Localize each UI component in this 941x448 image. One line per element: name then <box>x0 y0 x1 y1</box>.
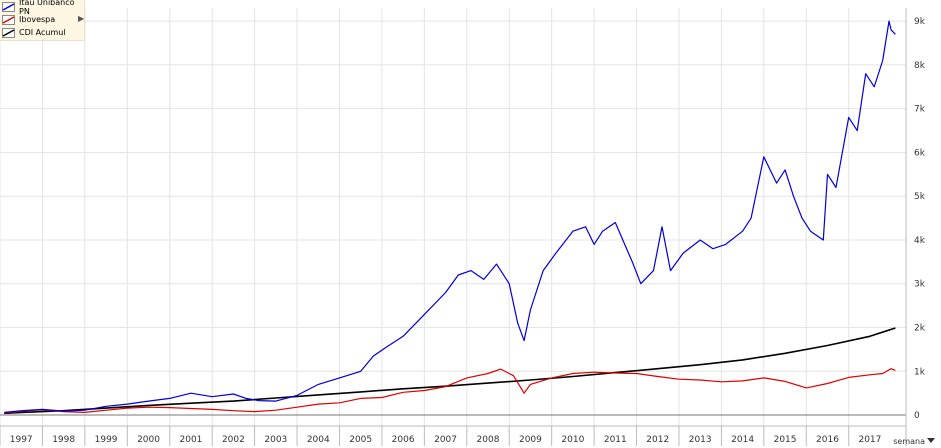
legend-item-cdi[interactable]: CDI Acumul <box>0 26 84 39</box>
series-line-cdi <box>4 327 896 415</box>
x-tick-label: 2012 <box>646 435 669 445</box>
legend-label-cdi: CDI Acumul <box>19 28 66 37</box>
x-tick-label: 2003 <box>264 435 287 445</box>
legend-swatch-itau-icon <box>2 1 15 12</box>
period-selector[interactable]: semana <box>893 437 935 446</box>
chevron-down-icon <box>927 437 935 446</box>
x-tick-label: 2004 <box>307 435 330 445</box>
x-tick-label: 2014 <box>731 435 754 445</box>
y-tick-label: 6k <box>914 148 926 158</box>
y-tick-label: 2k <box>914 324 926 334</box>
y-tick-label: 5k <box>914 192 926 202</box>
x-tick-label: 1999 <box>95 435 118 445</box>
legend-label-ibov: Ibovespa <box>19 15 56 24</box>
y-tick-labels: 0 1k 2k 3k 4k 5k 6k 7k 8k 9k <box>914 17 926 421</box>
x-tick-label: 2005 <box>349 435 372 445</box>
x-tick-label: 2016 <box>816 435 839 445</box>
legend-item-ibov[interactable]: Ibovespa ▶ <box>0 13 84 26</box>
x-tick-label: 2007 <box>434 435 457 445</box>
period-selector-label: semana <box>893 437 925 446</box>
x-tick-label: 2015 <box>774 435 797 445</box>
x-tick-label: 1998 <box>52 435 75 445</box>
series-line-itau <box>4 20 896 413</box>
x-tick-label: 2001 <box>180 435 203 445</box>
x-tick-label: 2000 <box>137 435 160 445</box>
submenu-arrow-icon[interactable]: ▶ <box>78 14 85 23</box>
series-lines <box>4 20 896 415</box>
x-tick-label: 2006 <box>392 435 415 445</box>
series-line-ibov <box>4 368 896 414</box>
y-tick-label: 1k <box>914 367 926 377</box>
legend-label-itau: Itau Unibanco PN <box>19 0 75 16</box>
x-tick-label: 1997 <box>10 435 33 445</box>
legend-item-itau[interactable]: Itau Unibanco PN <box>0 0 84 16</box>
y-tick-label: 3k <box>914 280 926 290</box>
y-tick-label: 0 <box>914 411 920 421</box>
y-tick-label: 8k <box>914 61 926 71</box>
y-tick-label: 9k <box>914 17 926 27</box>
x-tick-label: 2010 <box>561 435 584 445</box>
y-tick-label: 7k <box>914 105 926 115</box>
gridlines <box>0 8 906 426</box>
x-tick-label: 2017 <box>858 435 881 445</box>
legend: Itau Unibanco PN Ibovespa ▶ CDI Acumul <box>0 0 85 41</box>
x-tick-label: 2009 <box>519 435 542 445</box>
x-tick-label: 2011 <box>604 435 627 445</box>
x-tick-labels: 1997 1998 1999 2000 2001 2002 2003 2004 2005 2006… <box>10 435 882 445</box>
legend-swatch-cdi-icon <box>2 27 15 38</box>
axes <box>0 8 907 446</box>
x-tick-label: 2013 <box>689 435 712 445</box>
x-tick-label: 2002 <box>222 435 245 445</box>
y-tick-label: 4k <box>914 236 926 246</box>
legend-swatch-ibov-icon <box>2 14 15 25</box>
x-tick-label: 2008 <box>477 435 500 445</box>
